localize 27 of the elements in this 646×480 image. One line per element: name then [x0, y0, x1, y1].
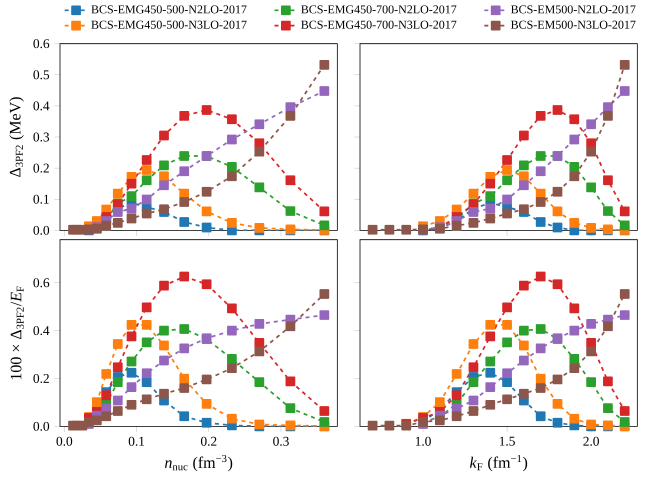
y-tick-label: 0.3: [33, 132, 50, 142]
x-tick-label: 1.5: [500, 436, 515, 446]
x-tick-label: 1.0: [416, 436, 431, 446]
y-tick-label: 0.0: [33, 422, 50, 431]
legend-label: BCS-EMG450-500-N3LO-2017: [91, 20, 247, 29]
y-tick-label: 0.6: [33, 38, 50, 48]
x-axis-title: k$_{F}$ (fm$^{−1}$): [470, 454, 528, 472]
y-tick-label: 0.5: [33, 70, 50, 80]
y-tick-label: 0.2: [33, 374, 49, 383]
y-axis-title: Δ$_{3PF2}$ (MeV): [9, 97, 24, 177]
x-tick-label: 0.3: [273, 436, 289, 446]
y-tick-label: 0.1: [33, 194, 49, 204]
y-tick-label: 0.0: [33, 226, 50, 235]
y-tick-label: 0.4: [33, 101, 50, 110]
x-tick-label: 0.0: [56, 436, 72, 446]
legend-label: BCS-EMG450-700-N3LO-2017: [301, 20, 456, 29]
x-tick-label: 0.2: [200, 436, 216, 446]
x-tick-label: 0.1: [128, 436, 144, 446]
y-tick-label: 0.4: [33, 326, 50, 335]
y-tick-label: 0.2: [33, 163, 49, 172]
legend-label: BCS-EMG450-500-N2LO-2017: [91, 5, 247, 14]
legend-label: BCS-EMG450-700-N2LO-2017: [301, 5, 456, 14]
legend-label: BCS-EM500-N2LO-2017: [510, 5, 636, 14]
x-axis-title: n$_{nuc}$ (fm$^{−3}$): [164, 454, 232, 472]
legend-label: BCS-EM500-N3LO-2017: [510, 20, 636, 29]
y-tick-label: 0.6: [33, 278, 50, 288]
x-tick-label: 2.0: [583, 436, 599, 446]
